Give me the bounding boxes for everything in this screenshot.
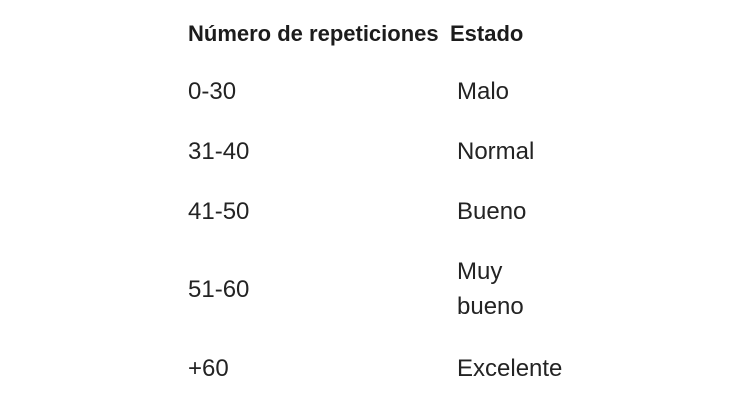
estado-cell: Muy bueno xyxy=(457,258,524,320)
table-row: 51-60 Muy bueno xyxy=(188,242,600,338)
table-row: 0-30 Malo xyxy=(188,62,600,122)
column-header-estado: Estado xyxy=(450,21,524,46)
estado-cell: Bueno xyxy=(457,197,527,225)
rep-range-cell: +60 xyxy=(188,354,229,382)
rep-range-cell: 41-50 xyxy=(188,197,250,225)
rep-range-cell: 51-60 xyxy=(188,275,250,303)
table-row: +60 Excelente xyxy=(188,338,600,400)
table-header-row: Número de repeticiones Estado xyxy=(188,6,600,62)
estado-cell: Normal xyxy=(457,137,535,165)
estado-cell: Malo xyxy=(457,77,510,105)
rep-range-cell: 31-40 xyxy=(188,137,250,165)
table-row: 31-40 Normal xyxy=(188,122,600,182)
repetitions-table: Número de repeticiones Estado 0-30 Malo … xyxy=(188,6,600,400)
column-header-repeticiones: Número de repeticiones xyxy=(188,21,439,46)
estado-cell: Excelente xyxy=(457,354,563,382)
rep-range-cell: 0-30 xyxy=(188,77,237,105)
table-row: 41-50 Bueno xyxy=(188,182,600,242)
